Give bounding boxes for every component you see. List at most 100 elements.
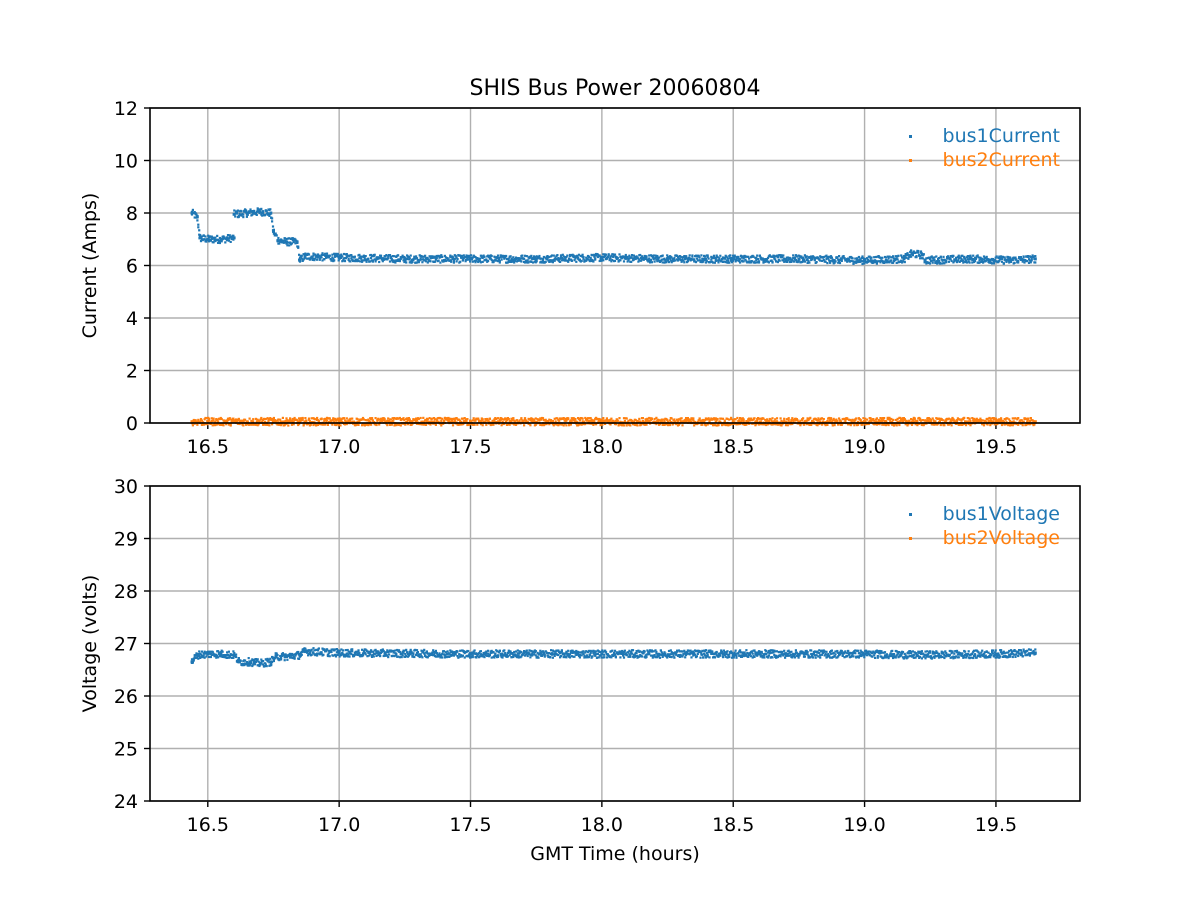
data-point	[301, 418, 304, 421]
data-point	[551, 420, 554, 423]
data-point	[371, 259, 374, 262]
data-point	[402, 651, 405, 654]
data-point	[503, 649, 506, 652]
data-point	[933, 423, 936, 426]
data-point	[466, 423, 469, 427]
data-point	[627, 259, 630, 262]
data-point	[518, 419, 521, 422]
data-point	[853, 424, 856, 427]
data-point	[415, 417, 418, 420]
data-point	[327, 256, 330, 259]
data-point	[1001, 256, 1004, 259]
data-point	[226, 651, 229, 654]
data-point	[382, 649, 385, 653]
data-point	[511, 652, 514, 655]
data-point	[528, 422, 531, 425]
data-point	[441, 255, 444, 258]
data-point	[829, 420, 832, 423]
data-point	[837, 261, 840, 264]
data-point	[219, 651, 222, 654]
data-point	[331, 423, 334, 426]
data-point	[271, 423, 274, 426]
data-point	[523, 417, 527, 420]
data-point	[541, 424, 544, 427]
data-point	[437, 259, 440, 262]
data-point	[998, 259, 1001, 262]
data-point	[328, 655, 331, 658]
x-axis-label: GMT Time (hours)	[530, 843, 700, 865]
data-point	[415, 255, 418, 258]
data-point	[320, 253, 323, 256]
data-point	[474, 256, 477, 259]
data-point	[357, 650, 360, 653]
data-point	[220, 417, 223, 421]
data-point	[742, 418, 745, 421]
data-point	[286, 419, 289, 422]
data-point	[642, 651, 645, 654]
data-point	[993, 423, 996, 426]
data-point	[657, 258, 660, 261]
data-point	[805, 419, 808, 422]
data-point	[607, 253, 610, 256]
data-point	[539, 423, 542, 426]
data-point	[290, 419, 293, 422]
data-point	[534, 650, 537, 653]
data-point	[937, 261, 940, 264]
data-point	[625, 257, 628, 260]
data-point	[287, 424, 290, 427]
data-point	[310, 648, 313, 651]
data-point	[919, 254, 922, 258]
data-point	[663, 257, 666, 260]
data-point	[379, 254, 383, 257]
data-point	[675, 653, 678, 656]
data-point	[226, 234, 230, 237]
data-point	[508, 260, 511, 263]
data-point	[757, 260, 761, 263]
data-point	[331, 256, 334, 259]
data-point	[762, 261, 765, 264]
data-point	[333, 420, 336, 423]
data-point	[1000, 417, 1003, 420]
data-point	[961, 423, 964, 426]
data-point	[390, 423, 393, 426]
data-point	[323, 419, 326, 422]
data-point	[253, 663, 257, 666]
data-point	[776, 261, 779, 264]
data-point	[758, 423, 761, 426]
data-point	[722, 423, 725, 426]
data-point	[742, 257, 745, 260]
plot-frame	[149, 107, 1081, 424]
data-point	[762, 260, 765, 263]
data-point	[431, 652, 434, 655]
data-point	[332, 654, 335, 657]
data-point	[499, 418, 502, 421]
data-point	[608, 420, 611, 423]
data-point	[831, 424, 834, 427]
data-point	[670, 261, 673, 264]
data-point	[232, 234, 235, 237]
data-point	[623, 255, 626, 258]
data-point	[460, 254, 464, 258]
data-point	[849, 419, 852, 422]
data-point	[480, 255, 483, 258]
data-point	[607, 254, 610, 257]
data-point	[342, 259, 345, 262]
data-point	[364, 419, 367, 422]
data-point	[970, 256, 973, 259]
data-point	[894, 255, 897, 258]
data-point	[596, 652, 599, 655]
data-point	[419, 653, 422, 656]
data-point	[406, 423, 410, 426]
data-point	[645, 420, 648, 423]
data-point	[789, 257, 792, 260]
data-point	[731, 418, 734, 421]
data-point	[344, 649, 347, 652]
data-point	[1011, 417, 1014, 420]
data-point	[246, 213, 249, 216]
data-point	[790, 260, 793, 263]
data-point	[426, 261, 429, 264]
data-point	[345, 652, 348, 655]
x-tick-label: 17.0	[318, 436, 360, 458]
data-point	[560, 649, 563, 652]
data-point	[805, 255, 808, 258]
